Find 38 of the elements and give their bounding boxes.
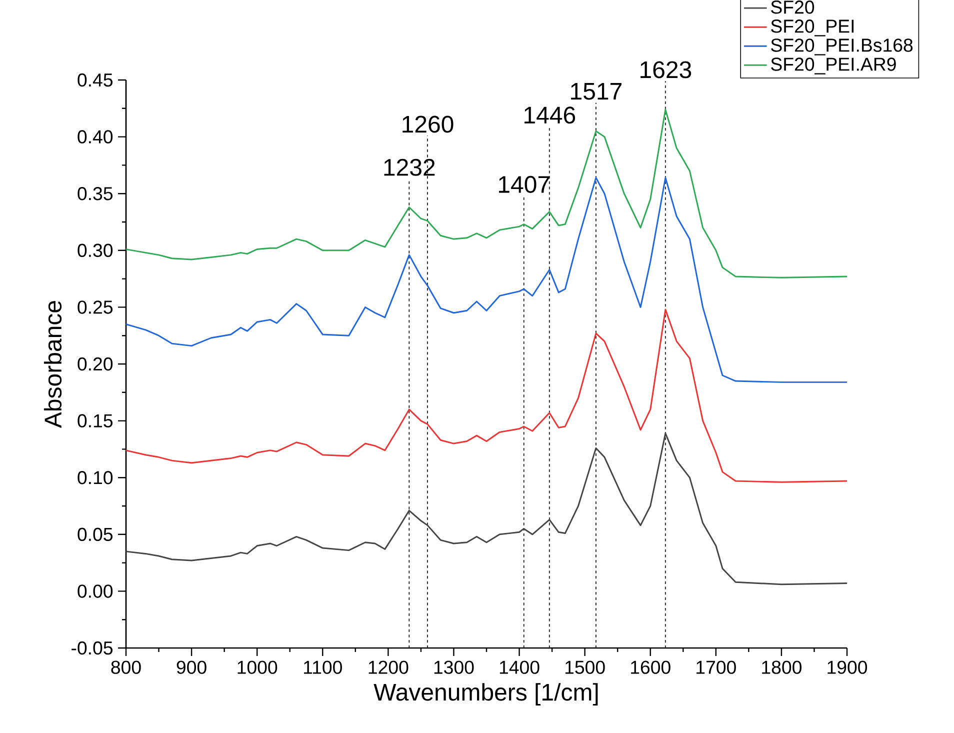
line-series	[125, 176, 848, 383]
y-tick-label: 0.20	[78, 357, 113, 371]
x-tick-label: 1000	[238, 660, 278, 674]
ref-line-label: 1260	[402, 116, 454, 133]
ref-line-label: 1517	[571, 83, 622, 100]
x-tick-label: 1900	[828, 660, 868, 674]
y-tick-label: 0.35	[78, 186, 112, 200]
x-tick-label: 800	[111, 660, 141, 674]
legend-label: SF20	[771, 0, 814, 14]
line-series	[125, 108, 848, 278]
ref-line-label: 1232	[384, 158, 435, 176]
line-series	[125, 432, 848, 586]
x-tick-label: 1200	[368, 660, 408, 674]
x-tick-label: 1700	[696, 660, 736, 674]
x-tick-label: 1100	[304, 660, 342, 674]
y-tick-label: 0.40	[78, 130, 113, 144]
x-axis-title: Wavenumbers [1/cm]	[374, 683, 598, 706]
ref-line-label: 1446	[524, 106, 576, 124]
y-tick-label: 0.00	[78, 584, 113, 598]
x-tick-label: 1400	[500, 660, 540, 674]
y-tick-label: -0.05	[72, 641, 112, 655]
x-tick-label: 1800	[762, 660, 802, 674]
legend-label: SF20_PEI.Bs168	[771, 38, 913, 56]
x-tick-label: 900	[176, 660, 206, 674]
x-tick-label: 1500	[565, 660, 605, 674]
x-tick-label: 1300	[434, 660, 474, 674]
ref-line-label: 1623	[640, 61, 692, 78]
y-tick-label: 0.10	[78, 470, 113, 484]
legend-label: SF20_PEI	[771, 20, 854, 36]
x-tick-label: 1600	[631, 660, 670, 674]
legend-label: SF20_PEI.AR9	[771, 58, 896, 74]
y-tick-label: 0.15	[78, 414, 112, 428]
y-tick-label: 0.45	[78, 73, 112, 87]
y-tick-label: 0.25	[78, 300, 112, 314]
ref-line-label: 1407	[498, 176, 550, 193]
y-tick-label: 0.30	[78, 244, 113, 258]
y-tick-label: 0.05	[78, 528, 112, 542]
y-axis-title: Absorbance	[44, 301, 62, 428]
